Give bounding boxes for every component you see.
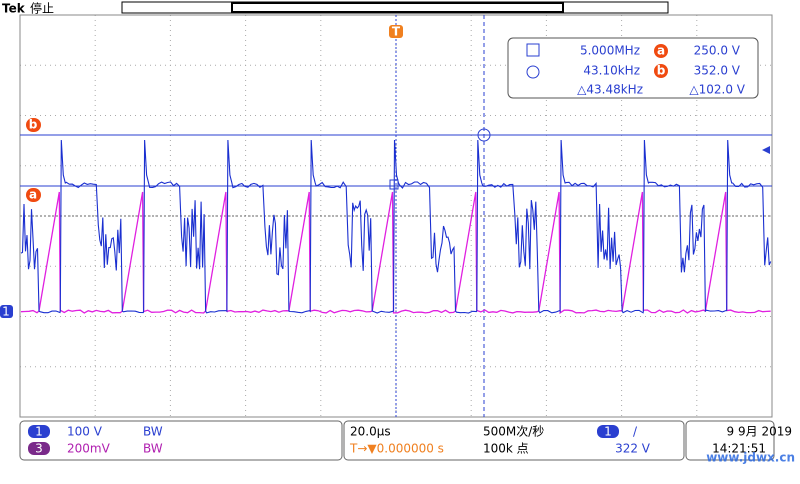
icon-square bbox=[526, 43, 540, 57]
readout-badge: b bbox=[657, 64, 666, 78]
ch1-bw: BW bbox=[143, 425, 163, 439]
trigger-level-box bbox=[389, 179, 399, 190]
time: 14:21:51 bbox=[712, 442, 766, 456]
readout-value: 250.0 V bbox=[694, 44, 741, 58]
readout-value: 352.0 V bbox=[694, 64, 741, 78]
level-arrow bbox=[762, 146, 770, 154]
date-panel bbox=[685, 420, 775, 461]
ch3-bw: BW bbox=[143, 442, 163, 456]
readout-delta: △102.0 V bbox=[689, 83, 745, 97]
ch1-num: 1 bbox=[35, 425, 43, 439]
badge bbox=[654, 64, 668, 78]
cursor-b-badge bbox=[26, 118, 41, 132]
date: 9 9月 2019 bbox=[727, 425, 792, 439]
brand: Tek bbox=[2, 2, 26, 16]
channel-panel bbox=[19, 420, 343, 461]
traces bbox=[20, 139, 772, 315]
ch3-trace bbox=[20, 191, 771, 315]
trigger-position: T→▼0.000000 s bbox=[349, 442, 444, 456]
readout-value: 5.000MHz bbox=[580, 44, 640, 58]
trigger-channel: 1 bbox=[604, 425, 612, 439]
trigger-badge bbox=[389, 25, 403, 38]
channel-marker: 1 bbox=[2, 305, 10, 319]
record-length: 100k 点 bbox=[483, 442, 529, 456]
ch3-badge bbox=[28, 442, 50, 455]
trigger-marker: T bbox=[392, 25, 401, 39]
readout-value: 43.10kHz bbox=[583, 64, 640, 78]
readout-box bbox=[507, 37, 759, 99]
badge bbox=[654, 44, 668, 58]
ch1-trace bbox=[20, 139, 772, 314]
ch1-badge bbox=[28, 425, 50, 438]
timebase: 20.0µs bbox=[350, 425, 391, 439]
icon-circle bbox=[526, 65, 540, 79]
cursor-circle bbox=[477, 128, 491, 142]
cursor-a-badge bbox=[26, 188, 41, 202]
trigger-level: 322 V bbox=[615, 442, 651, 456]
sample-rate: 500M次/秒 bbox=[483, 425, 544, 439]
trigger-slope: / bbox=[633, 425, 638, 439]
watermark: www.jdwx.cn bbox=[706, 451, 795, 465]
ch1-scale: 100 V bbox=[67, 425, 103, 439]
ch3-scale: 200mV bbox=[67, 442, 111, 456]
cursor-a-label: a bbox=[29, 188, 37, 202]
channel-badge bbox=[0, 305, 13, 318]
readout-delta: △43.48kHz bbox=[577, 83, 643, 97]
ch3-num: 3 bbox=[35, 442, 43, 456]
cursor-b-label: b bbox=[29, 118, 38, 132]
run-status: 停止 bbox=[30, 1, 54, 16]
trig-badge bbox=[597, 425, 619, 438]
record-window bbox=[231, 2, 564, 13]
readout-badge: a bbox=[657, 44, 665, 58]
